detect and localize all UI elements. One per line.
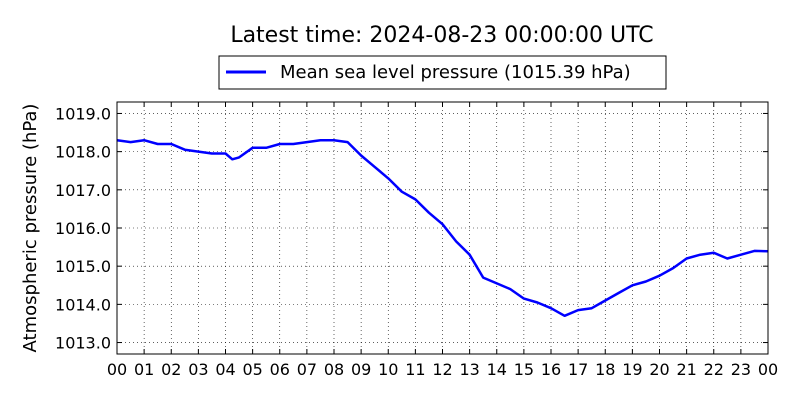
x-tick-label: 15 (514, 360, 534, 379)
x-tick-label: 13 (459, 360, 479, 379)
x-tick-label: 12 (432, 360, 452, 379)
x-tick-label: 09 (351, 360, 371, 379)
x-tick-label: 17 (568, 360, 588, 379)
legend-label: Mean sea level pressure (1015.39 hPa) (280, 62, 631, 83)
x-tick-label: 01 (134, 360, 154, 379)
x-tick-label: 00 (107, 360, 127, 379)
x-tick-label: 05 (242, 360, 262, 379)
y-tick-label: 1015.0 (55, 257, 111, 276)
x-tick-label: 20 (649, 360, 669, 379)
x-tick-label: 02 (161, 360, 181, 379)
x-tick-label: 07 (297, 360, 317, 379)
x-tick-label: 16 (541, 360, 561, 379)
x-tick-label: 03 (188, 360, 208, 379)
x-tick-label: 18 (595, 360, 615, 379)
y-tick-label: 1018.0 (55, 143, 111, 162)
x-tick-label: 23 (731, 360, 751, 379)
plot-frame (116, 101, 769, 355)
series-layer (116, 138, 769, 318)
x-tick-label: 11 (405, 360, 425, 379)
y-tick-label: 1019.0 (55, 104, 111, 123)
x-tick-label: 19 (622, 360, 642, 379)
x-tick-label: 14 (487, 360, 507, 379)
x-tick-label: 22 (704, 360, 724, 379)
y-axis-ticks: 1013.0 1014.0 1015.0 1016.0 1017.0 1018.0 1019… (55, 104, 768, 353)
x-tick-label: 06 (270, 360, 290, 379)
x-axis-ticks: 00 01 02 03 04 05 06 07 08 09 10 11 12 13 14 15 16 17 18 19… (107, 102, 778, 379)
y-tick-label: 1014.0 (55, 295, 111, 314)
x-tick-label: 10 (378, 360, 398, 379)
legend: Mean sea level pressure (1015.39 hPa) (218, 55, 667, 90)
series-line-mslp (116, 138, 769, 318)
y-axis-label: Atmospheric pressure (hPa) (20, 104, 41, 353)
y-tick-label: 1016.0 (55, 219, 111, 238)
grid (117, 102, 768, 354)
x-tick-label: 04 (215, 360, 235, 379)
x-tick-label: 08 (324, 360, 344, 379)
x-tick-label: 00 (758, 360, 778, 379)
y-tick-label: 1013.0 (55, 334, 111, 353)
x-tick-label: 21 (676, 360, 696, 379)
chart-title: Latest time: 2024-08-23 00:00:00 UTC (230, 23, 653, 48)
y-tick-label: 1017.0 (55, 181, 111, 200)
legend-box (218, 55, 667, 90)
